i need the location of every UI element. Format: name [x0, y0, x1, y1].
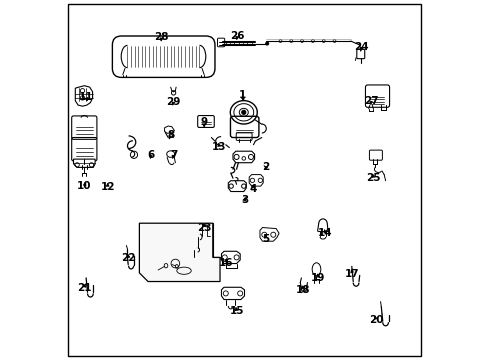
- Text: 3: 3: [241, 195, 247, 205]
- Polygon shape: [221, 287, 244, 300]
- Text: 24: 24: [354, 42, 368, 52]
- Text: 7: 7: [169, 150, 177, 160]
- Text: 17: 17: [345, 269, 359, 279]
- Polygon shape: [139, 223, 220, 282]
- Text: 8: 8: [167, 130, 174, 140]
- Text: 18: 18: [295, 285, 309, 295]
- Text: 21: 21: [77, 283, 91, 293]
- Text: 9: 9: [200, 117, 207, 127]
- Text: 16: 16: [218, 258, 233, 268]
- Text: 5: 5: [262, 234, 269, 244]
- Text: 6: 6: [147, 150, 154, 160]
- Text: 4: 4: [249, 184, 257, 194]
- Circle shape: [265, 42, 268, 45]
- Text: 10: 10: [77, 181, 91, 192]
- Circle shape: [241, 110, 245, 114]
- Text: 13: 13: [212, 142, 226, 152]
- Text: 20: 20: [368, 315, 383, 325]
- Text: 19: 19: [310, 273, 325, 283]
- Text: 2: 2: [262, 162, 269, 172]
- Polygon shape: [249, 175, 263, 186]
- Polygon shape: [221, 251, 240, 264]
- Text: 11: 11: [79, 92, 93, 102]
- Polygon shape: [73, 159, 95, 167]
- Text: 12: 12: [100, 182, 115, 192]
- Text: 15: 15: [229, 306, 244, 316]
- Text: 29: 29: [166, 96, 181, 107]
- Polygon shape: [228, 181, 246, 192]
- Text: 28: 28: [154, 32, 169, 42]
- Text: 25: 25: [366, 173, 380, 183]
- Text: 14: 14: [318, 228, 332, 238]
- Text: 23: 23: [197, 222, 211, 233]
- Text: 1: 1: [239, 90, 246, 100]
- Text: 22: 22: [121, 253, 136, 264]
- Text: 27: 27: [363, 96, 378, 106]
- Polygon shape: [232, 151, 254, 163]
- Text: 26: 26: [229, 31, 244, 41]
- Polygon shape: [260, 228, 279, 241]
